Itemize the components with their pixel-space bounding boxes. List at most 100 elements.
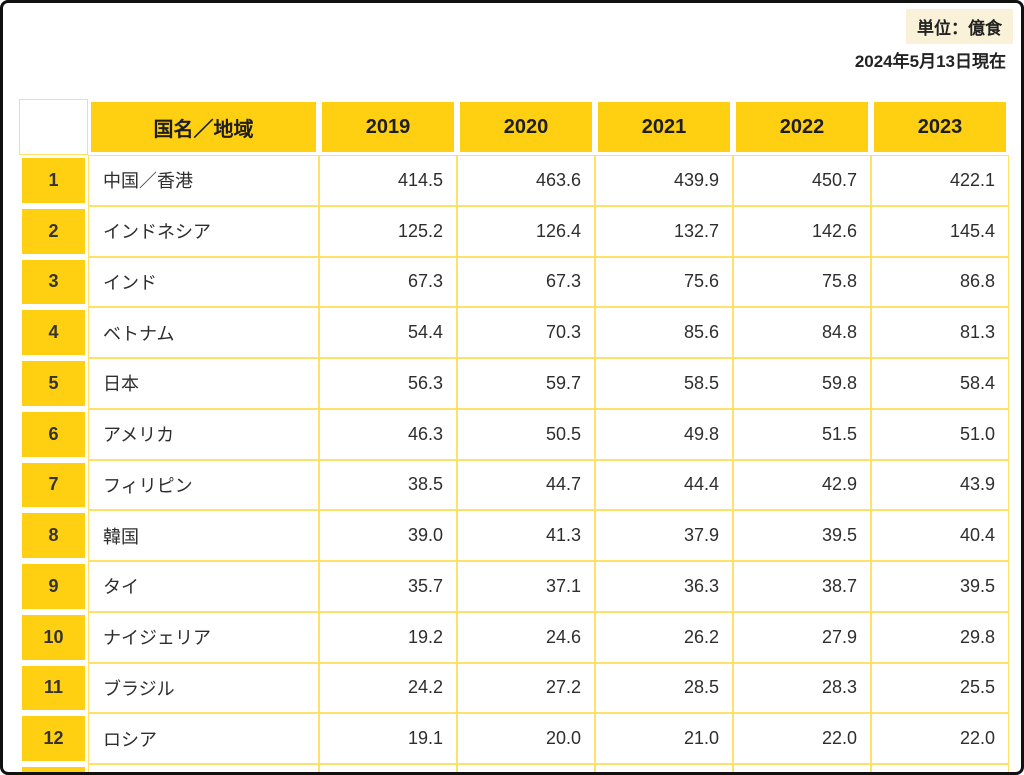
rank-cell: 3 <box>22 259 85 305</box>
rank-cell: 7 <box>22 462 85 508</box>
value-cell: 22.0 <box>871 713 1009 764</box>
value-cell: 84.8 <box>733 307 871 358</box>
value-cell: 54.4 <box>319 307 457 358</box>
value-cell: 22.0 <box>733 713 871 764</box>
value-cell <box>595 764 733 772</box>
rank-cell: 8 <box>22 513 85 558</box>
value-cell: 36.3 <box>595 561 733 612</box>
rank-cell: 6 <box>22 411 85 457</box>
country-cell: フィリピン <box>88 459 319 511</box>
value-cell: 126.4 <box>457 205 595 257</box>
country-cell: ブラジル <box>88 662 319 714</box>
value-cell: 28.5 <box>595 662 733 714</box>
value-cell: 40.4 <box>871 510 1009 561</box>
value-cell: 39.5 <box>871 561 1009 612</box>
value-cell: 81.3 <box>871 307 1009 358</box>
value-cell: 25.5 <box>871 662 1009 714</box>
value-cell: 38.7 <box>733 561 871 612</box>
value-cell: 21.0 <box>595 713 733 764</box>
rank-cell <box>22 767 85 772</box>
rank-cell: 10 <box>22 614 85 660</box>
value-cell: 463.6 <box>457 155 595 206</box>
country-cell <box>88 764 319 772</box>
value-cell: 86.8 <box>871 256 1009 308</box>
date-label: 2024年5月13日現在 <box>854 52 1006 71</box>
value-cell: 414.5 <box>319 155 457 206</box>
value-cell: 26.2 <box>595 611 733 663</box>
rank-cell: 4 <box>22 310 85 355</box>
value-cell: 39.5 <box>733 510 871 561</box>
value-cell: 44.7 <box>457 459 595 511</box>
value-cell: 58.5 <box>595 358 733 409</box>
value-cell: 439.9 <box>595 155 733 206</box>
value-cell: 29.8 <box>871 611 1009 663</box>
value-cell: 42.9 <box>733 459 871 511</box>
value-cell: 20.0 <box>457 713 595 764</box>
value-cell: 70.3 <box>457 307 595 358</box>
value-cell: 75.8 <box>733 256 871 308</box>
value-cell: 50.5 <box>457 408 595 460</box>
rank-cell: 1 <box>22 158 85 203</box>
value-cell: 125.2 <box>319 205 457 257</box>
country-cell: 中国／香港 <box>88 155 319 206</box>
country-cell: ロシア <box>88 713 319 764</box>
value-cell: 49.8 <box>595 408 733 460</box>
value-cell: 75.6 <box>595 256 733 308</box>
value-cell: 38.5 <box>319 459 457 511</box>
value-cell: 39.0 <box>319 510 457 561</box>
country-cell: アメリカ <box>88 408 319 460</box>
value-cell: 67.3 <box>457 256 595 308</box>
value-cell: 19.1 <box>319 713 457 764</box>
value-cell: 35.7 <box>319 561 457 612</box>
value-cell: 422.1 <box>871 155 1009 206</box>
country-cell: インドネシア <box>88 205 319 257</box>
value-cell: 37.9 <box>595 510 733 561</box>
value-cell: 59.7 <box>457 358 595 409</box>
value-cell: 59.8 <box>733 358 871 409</box>
year-header-2020: 2020 <box>460 102 592 152</box>
corner-cell <box>19 99 88 155</box>
country-header: 国名／地域 <box>91 102 316 152</box>
country-cell: 日本 <box>88 358 319 409</box>
country-cell: タイ <box>88 561 319 612</box>
value-cell: 85.6 <box>595 307 733 358</box>
value-cell: 51.0 <box>871 408 1009 460</box>
value-cell: 132.7 <box>595 205 733 257</box>
value-cell <box>871 764 1009 772</box>
value-cell: 28.3 <box>733 662 871 714</box>
country-cell: ベトナム <box>88 307 319 358</box>
country-cell: インド <box>88 256 319 308</box>
value-cell: 27.9 <box>733 611 871 663</box>
rank-cell: 5 <box>22 361 85 406</box>
year-header-2022: 2022 <box>736 102 868 152</box>
value-cell: 24.6 <box>457 611 595 663</box>
rank-cell: 12 <box>22 716 85 761</box>
rank-cell: 2 <box>22 208 85 254</box>
unit-badge: 単位：億食 <box>906 9 1013 44</box>
country-cell: ナイジェリア <box>88 611 319 663</box>
value-cell: 145.4 <box>871 205 1009 257</box>
rank-cell: 9 <box>22 564 85 609</box>
year-header-2021: 2021 <box>598 102 730 152</box>
value-cell: 37.1 <box>457 561 595 612</box>
value-cell <box>457 764 595 772</box>
value-cell: 24.2 <box>319 662 457 714</box>
value-cell: 58.4 <box>871 358 1009 409</box>
country-cell: 韓国 <box>88 510 319 561</box>
value-cell: 142.6 <box>733 205 871 257</box>
value-cell: 450.7 <box>733 155 871 206</box>
year-header-2019: 2019 <box>322 102 454 152</box>
value-cell: 19.2 <box>319 611 457 663</box>
value-cell: 43.9 <box>871 459 1009 511</box>
value-cell: 46.3 <box>319 408 457 460</box>
value-cell: 67.3 <box>319 256 457 308</box>
value-cell: 44.4 <box>595 459 733 511</box>
ranking-table: 国名／地域 2019 2020 2021 2022 2023 1 中国／香港 414… <box>19 99 1009 772</box>
value-cell: 27.2 <box>457 662 595 714</box>
value-cell <box>319 764 457 772</box>
value-cell: 51.5 <box>733 408 871 460</box>
value-cell: 56.3 <box>319 358 457 409</box>
year-header-2023: 2023 <box>874 102 1006 152</box>
value-cell: 41.3 <box>457 510 595 561</box>
